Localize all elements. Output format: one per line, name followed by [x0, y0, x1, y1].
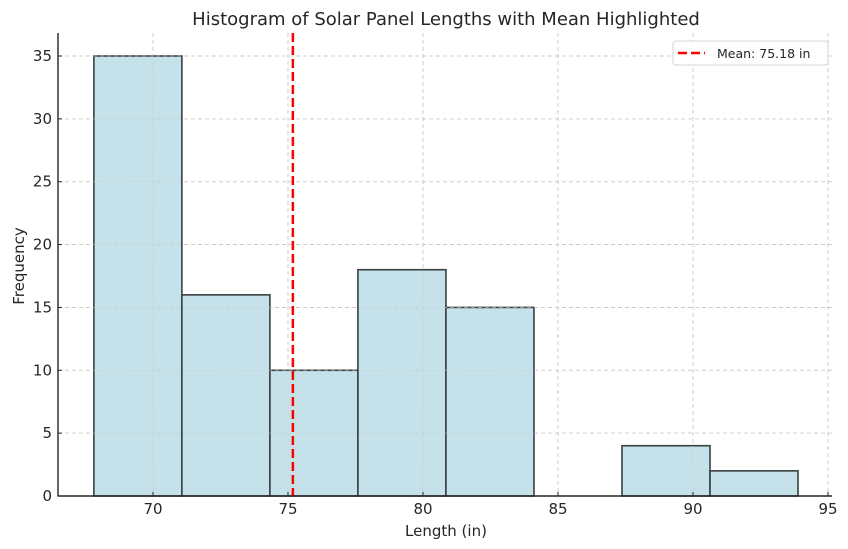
x-axis-label: Length (in)	[405, 522, 487, 540]
histogram-bar	[181, 294, 271, 497]
y-tick-label: 10	[33, 361, 52, 379]
chart-title: Histogram of Solar Panel Lengths with Me…	[192, 9, 700, 30]
x-tick-label: 70	[143, 500, 162, 518]
y-tick-label: 0	[42, 487, 52, 505]
legend: Mean: 75.18 in	[672, 40, 829, 66]
y-tick-label: 20	[33, 236, 52, 254]
y-axis-ticks: 0 5 10 15 20 25 30 35	[33, 47, 62, 505]
x-tick-label: 75	[278, 500, 297, 518]
histogram-bar	[357, 268, 447, 497]
x-tick-label: 90	[683, 500, 702, 518]
y-tick-label: 30	[33, 110, 52, 128]
x-axis-ticks: 70 75 80 85 90 95	[143, 492, 838, 518]
y-tick-label: 35	[33, 47, 52, 65]
x-tick-label: 80	[413, 500, 432, 518]
y-tick-label: 15	[33, 298, 52, 316]
histogram-bar	[709, 470, 799, 497]
x-tick-label: 95	[818, 500, 837, 518]
y-tick-label: 25	[33, 173, 52, 191]
axes	[57, 33, 832, 497]
histogram-bar	[93, 55, 183, 497]
histogram-bar	[445, 306, 535, 497]
y-axis-label: Frequency	[10, 227, 28, 305]
legend-mean-label: Mean: 75.18 in	[717, 46, 810, 61]
histogram-bar	[621, 444, 711, 497]
x-tick-label: 85	[548, 500, 567, 518]
histogram-bars	[93, 55, 799, 497]
y-tick-label: 5	[42, 424, 52, 442]
